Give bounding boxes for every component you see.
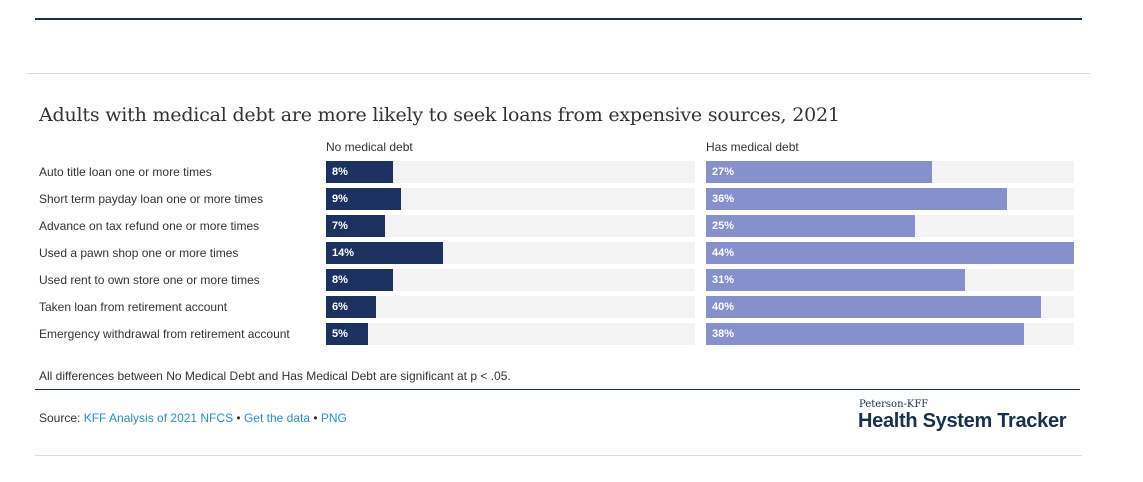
value-label-no-medical-debt: 7% [332,220,348,232]
value-label-no-medical-debt: 14% [332,247,355,259]
bar-track-no-medical-debt [326,323,695,345]
bar-has-medical-debt [706,323,1024,345]
bar-no-medical-debt [326,296,376,318]
row-label: Short term payday loan one or more times [39,192,264,206]
value-label-has-medical-debt: 38% [712,328,735,340]
row-label: Emergency withdrawal from retirement acc… [39,327,290,341]
value-label-no-medical-debt: 5% [332,328,348,340]
row-label: Taken loan from retirement account [39,300,228,314]
bar-no-medical-debt [326,269,393,291]
bar-no-medical-debt [326,242,443,264]
bar-has-medical-debt [706,242,1074,264]
get-the-data-link[interactable]: Get the data [243,411,311,425]
bar-has-medical-debt [706,296,1041,318]
row-label: Auto title loan one or more times [39,165,212,179]
bar-no-medical-debt [326,323,368,345]
legend-has-medical-debt: Has medical debt [706,140,799,154]
bar-no-medical-debt [326,215,385,237]
value-label-no-medical-debt: 6% [332,301,348,313]
legend-no-medical-debt: No medical debt [326,140,413,154]
logo-health-system-tracker: Health System Tracker [858,410,1067,432]
bar-has-medical-debt [706,269,965,291]
value-label-no-medical-debt: 9% [332,193,348,205]
chart-title: Adults with medical debt are more likely… [39,104,840,126]
row-label: Used rent to own store one or more times [39,273,260,287]
png-download-link[interactable]: PNG [320,411,347,425]
bar-track-no-medical-debt [326,296,695,318]
logo-peterson-kff: Peterson-KFF [859,399,929,410]
value-label-has-medical-debt: 25% [712,220,735,232]
bar-track-no-medical-debt [326,269,695,291]
value-label-has-medical-debt: 40% [712,301,735,313]
significance-note: All differences between No Medical Debt … [39,369,511,383]
value-label-has-medical-debt: 27% [712,166,735,178]
bottom-rule [35,455,1082,456]
bar-track-no-medical-debt [326,161,695,183]
value-label-has-medical-debt: 31% [712,274,735,286]
value-label-no-medical-debt: 8% [332,274,348,286]
source-separator: • [233,411,244,425]
section-divider [27,73,1090,74]
bar-track-no-medical-debt [326,215,695,237]
source-line: Source: KFF Analysis of 2021 NFCS • Get … [39,411,347,425]
bar-no-medical-debt [326,188,401,210]
footer-rule [35,389,1080,390]
value-label-has-medical-debt: 44% [712,247,735,259]
bar-has-medical-debt [706,188,1007,210]
bar-has-medical-debt [706,161,932,183]
top-rule [35,18,1082,20]
source-separator: • [310,411,321,425]
source-link-kff-analysis[interactable]: KFF Analysis of 2021 NFCS [83,411,234,425]
value-label-no-medical-debt: 8% [332,166,348,178]
bar-no-medical-debt [326,161,393,183]
bar-has-medical-debt [706,215,915,237]
source-prefix: Source: [39,411,84,425]
row-label: Used a pawn shop one or more times [39,246,239,260]
row-label: Advance on tax refund one or more times [39,219,260,233]
value-label-has-medical-debt: 36% [712,193,735,205]
bar-track-no-medical-debt [326,188,695,210]
